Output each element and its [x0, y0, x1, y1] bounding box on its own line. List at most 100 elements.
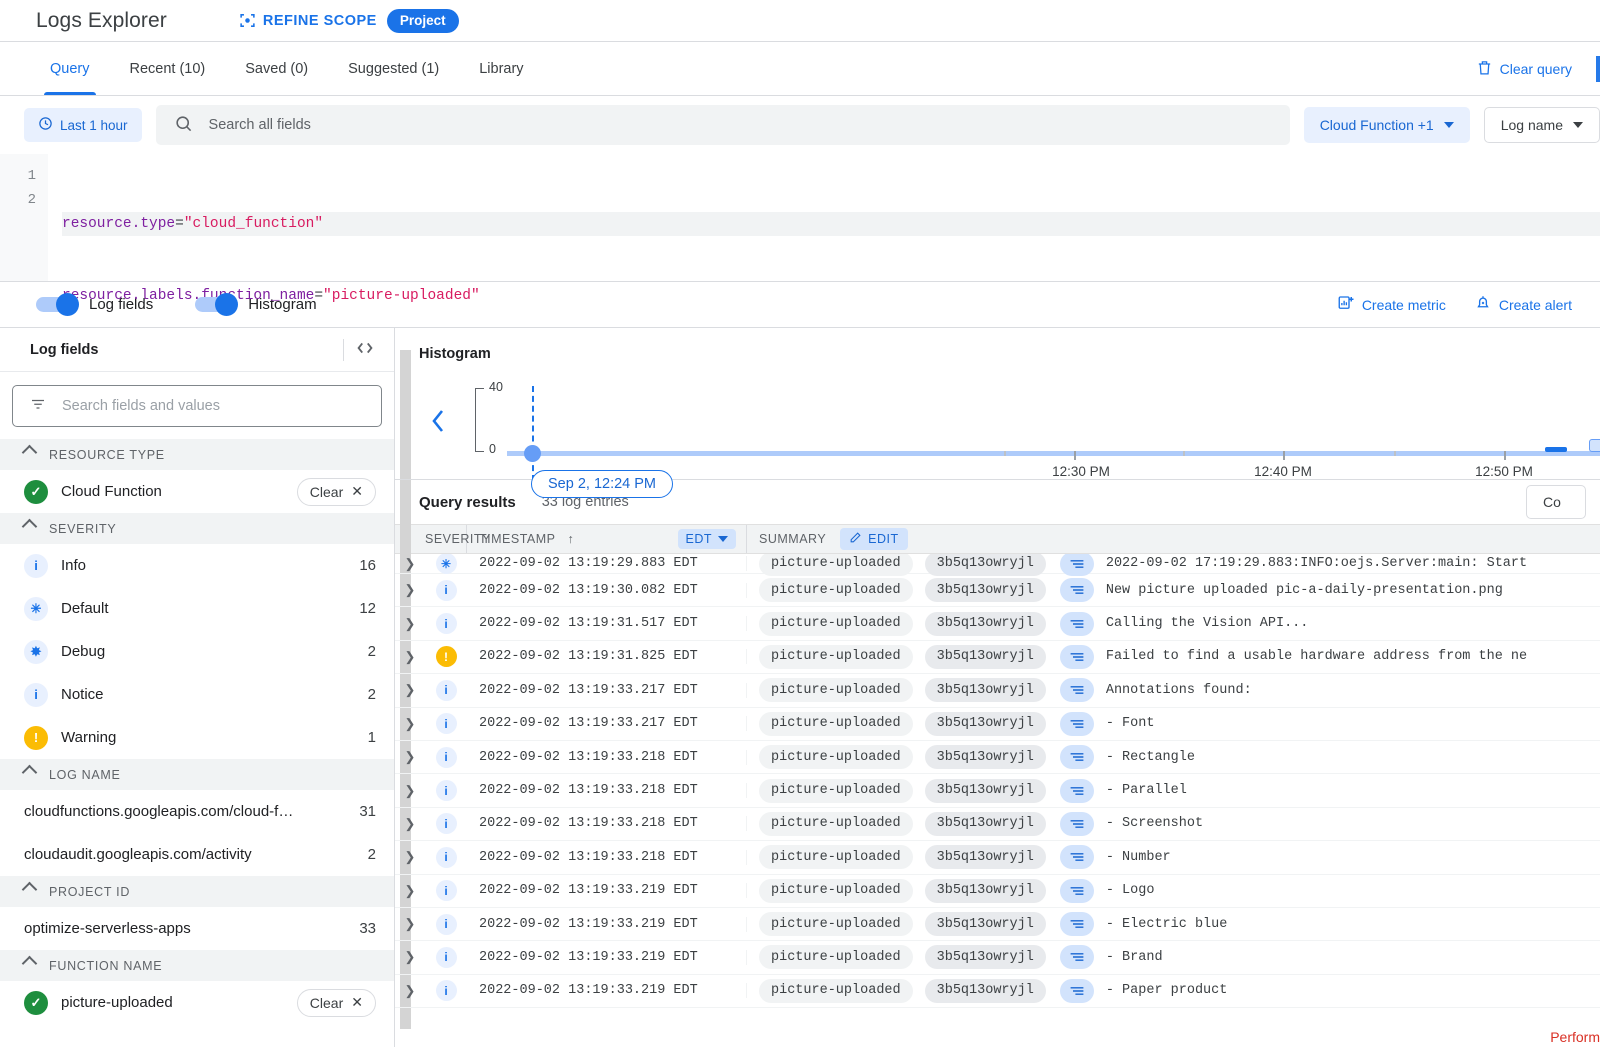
expand-row-icon[interactable]: ❯ — [404, 648, 416, 664]
field-row-warning[interactable]: ! Warning 1 — [0, 716, 394, 759]
edit-summary-fields-button[interactable]: EDIT — [840, 528, 908, 550]
results-table-body[interactable]: ❯ ✳ 2022-09-02 13:19:29.883 EDT picture-… — [395, 554, 1600, 1047]
field-row-debug[interactable]: ✸ Debug 2 — [0, 630, 394, 673]
expand-row-icon[interactable]: ❯ — [404, 815, 416, 831]
expand-row-icon[interactable]: ❯ — [404, 949, 416, 965]
query-editor[interactable]: 1 2 resource.type="cloud_function" resou… — [0, 154, 1600, 304]
clear-query-button[interactable]: Clear query — [1462, 59, 1586, 79]
expand-row-icon[interactable]: ❯ — [404, 555, 416, 571]
time-range-slider-handle[interactable] — [524, 445, 541, 462]
tab-library[interactable]: Library — [479, 60, 524, 77]
chevron-left-icon[interactable] — [427, 406, 449, 439]
expand-row-icon[interactable]: ❯ — [404, 682, 416, 698]
clear-function-name-button[interactable]: Clear ✕ — [296, 988, 376, 1017]
group-header-resource-type[interactable]: RESOURCE TYPE — [0, 439, 394, 470]
query-code[interactable]: resource.type="cloud_function" resource.… — [48, 154, 1600, 304]
table-row[interactable]: ❯ i 2022-09-02 13:19:33.219 EDT picture-… — [395, 908, 1600, 942]
table-row[interactable]: ❯ i 2022-09-02 13:19:33.219 EDT picture-… — [395, 941, 1600, 975]
table-row[interactable]: ❯ i 2022-09-02 13:19:33.217 EDT picture-… — [395, 674, 1600, 708]
field-row-default[interactable]: ✳ Default 12 — [0, 587, 394, 630]
tab-suggested[interactable]: Suggested (1) — [348, 60, 440, 77]
row-timestamp: 2022-09-02 13:19:33.219 EDT — [467, 949, 747, 965]
table-row[interactable]: ❯ i 2022-09-02 13:19:33.218 EDT picture-… — [395, 808, 1600, 842]
log-name-filter-dropdown[interactable]: Log name — [1483, 107, 1600, 143]
field-row-picture-uploaded[interactable]: ✓ picture-uploaded Clear ✕ — [0, 981, 394, 1024]
expand-row-icon[interactable]: ❯ — [404, 916, 416, 932]
table-row[interactable]: ❯ ✳ 2022-09-02 13:19:29.883 EDT picture-… — [395, 554, 1600, 576]
expand-row-icon[interactable]: ❯ — [404, 749, 416, 765]
create-metric-button[interactable]: Create metric — [1323, 294, 1460, 315]
field-row-cloudfunctions-log[interactable]: cloudfunctions.googleapis.com/cloud-f… 3… — [0, 790, 394, 833]
sort-asc-icon[interactable]: ↑ — [567, 532, 575, 546]
scope-chip-project[interactable]: Project — [386, 8, 459, 33]
clear-query-label: Clear query — [1499, 60, 1572, 77]
table-row[interactable]: ❯ i 2022-09-02 13:19:33.219 EDT picture-… — [395, 875, 1600, 908]
field-row-project-id[interactable]: optimize-serverless-apps 33 — [0, 907, 394, 950]
table-row[interactable]: ❯ i 2022-09-02 13:19:30.082 EDT picture-… — [395, 574, 1600, 608]
histogram-bar[interactable] — [1589, 439, 1600, 452]
table-row[interactable]: ❯ i 2022-09-02 13:19:31.517 EDT picture-… — [395, 607, 1600, 641]
row-function-name: picture-uploaded — [759, 745, 913, 770]
query-line-2[interactable]: resource.labels.function_name="picture-u… — [62, 284, 1600, 308]
field-label: Cloud Function — [61, 483, 162, 500]
resource-filter-dropdown[interactable]: Cloud Function +1 — [1303, 107, 1470, 143]
row-timestamp: 2022-09-02 13:19:33.219 EDT — [467, 916, 747, 932]
severity-badge: i — [425, 946, 467, 968]
toggle-switch[interactable] — [195, 293, 239, 316]
refine-scope-button[interactable]: REFINE SCOPE — [239, 12, 377, 29]
query-line-1[interactable]: resource.type="cloud_function" — [62, 212, 1600, 236]
expand-row-icon[interactable]: ❯ — [404, 882, 416, 898]
row-timestamp: 2022-09-02 13:19:30.082 EDT — [467, 582, 747, 598]
tab-recent[interactable]: Recent (10) — [129, 60, 206, 77]
table-row[interactable]: ❯ i 2022-09-02 13:19:33.218 EDT picture-… — [395, 841, 1600, 875]
table-row[interactable]: ❯ i 2022-09-02 13:19:33.219 EDT picture-… — [395, 975, 1600, 1009]
field-label: cloudfunctions.googleapis.com/cloud-f… — [24, 803, 294, 820]
log-entry-icon — [1059, 678, 1094, 703]
log-fields-search-input[interactable] — [60, 397, 365, 415]
field-row-cloudaudit-log[interactable]: cloudaudit.googleapis.com/activity 2 — [0, 833, 394, 876]
expand-row-icon[interactable]: ❯ — [404, 615, 416, 631]
results-action-button[interactable]: Co — [1526, 485, 1586, 519]
table-row[interactable]: ❯ i 2022-09-02 13:19:33.218 EDT picture-… — [395, 774, 1600, 808]
group-header-function-name[interactable]: FUNCTION NAME — [0, 950, 394, 981]
table-row[interactable]: ❯ i 2022-09-02 13:19:33.218 EDT picture-… — [395, 741, 1600, 775]
histogram-toggle[interactable]: Histogram — [195, 293, 317, 316]
row-message: - Brand — [1105, 949, 1163, 965]
tab-query[interactable]: Query — [30, 42, 110, 95]
group-header-log-name[interactable]: LOG NAME — [0, 759, 394, 790]
table-row[interactable]: ❯ ! 2022-09-02 13:19:31.825 EDT picture-… — [395, 641, 1600, 675]
expand-row-icon[interactable]: ❯ — [404, 849, 416, 865]
histogram-chart[interactable]: 40 0 12:30 PM 12:40 PM 12:50 PM 1:00 PM — [419, 362, 1600, 498]
row-execution-id: 3b5q13owryjl — [924, 554, 1046, 576]
log-fields-search[interactable] — [12, 385, 382, 427]
table-row[interactable]: ❯ i 2022-09-02 13:19:33.217 EDT picture-… — [395, 708, 1600, 741]
toggle-switch[interactable] — [36, 293, 79, 316]
tab-saved[interactable]: Saved (0) — [245, 60, 309, 77]
expand-row-icon[interactable]: ❯ — [404, 715, 416, 731]
field-label: Debug — [61, 643, 106, 660]
field-row-info[interactable]: i Info 16 — [0, 544, 394, 587]
create-alert-button[interactable]: Create alert — [1460, 294, 1586, 315]
field-count: 16 — [359, 557, 376, 574]
group-header-severity[interactable]: SEVERITY — [0, 513, 394, 544]
search-input[interactable] — [206, 116, 1272, 134]
field-row-cloud-function[interactable]: ✓ Cloud Function Clear ✕ — [0, 470, 394, 513]
debug-bug-icon: ✸ — [24, 639, 48, 664]
column-header-timestamp[interactable]: TIMESTAMP ↑ EDT — [467, 525, 747, 553]
expand-row-icon[interactable]: ❯ — [404, 982, 416, 998]
histogram-bar[interactable] — [1545, 447, 1567, 452]
collapse-expand-icon[interactable] — [354, 340, 376, 359]
panel-collapse-control[interactable] — [343, 338, 376, 361]
time-range-selector[interactable]: Last 1 hour — [24, 108, 142, 142]
field-row-notice[interactable]: i Notice 2 — [0, 673, 394, 716]
group-header-project-id[interactable]: PROJECT ID — [0, 876, 394, 907]
clear-resource-type-button[interactable]: Clear ✕ — [296, 477, 376, 506]
offscreen-action-edge[interactable] — [1596, 55, 1600, 82]
timezone-selector[interactable]: EDT — [677, 529, 736, 549]
row-function-name: picture-uploaded — [759, 945, 913, 970]
panel-vertical-scrollbar[interactable] — [400, 350, 411, 1029]
expand-row-icon[interactable]: ❯ — [404, 782, 416, 798]
expand-row-icon[interactable]: ❯ — [404, 582, 416, 598]
search-all-fields[interactable] — [155, 105, 1290, 145]
log-fields-toggle[interactable]: Log fields — [36, 293, 153, 316]
